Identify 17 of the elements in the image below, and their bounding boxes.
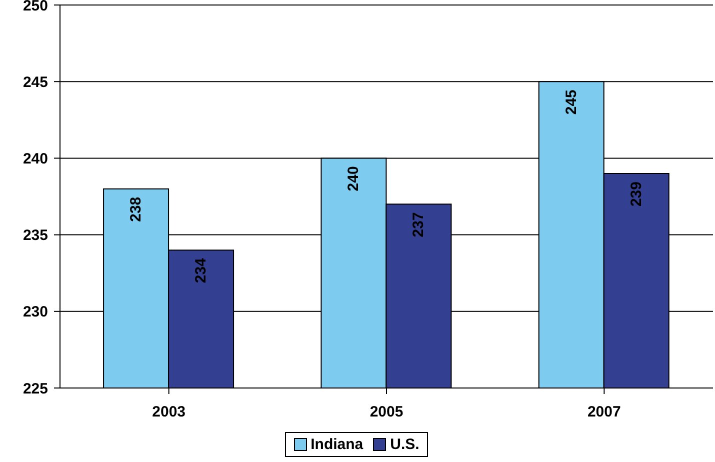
legend-label: U.S. [389, 436, 420, 453]
x-tick-label: 2005 [370, 404, 404, 421]
data-label: 237 [410, 212, 428, 238]
y-tick-label: 250 [22, 0, 48, 14]
data-label: 238 [128, 196, 145, 222]
x-tick-label: 2003 [152, 404, 186, 421]
y-tick-label: 225 [22, 380, 48, 398]
y-tick-label: 245 [22, 74, 48, 91]
y-tick-label: 240 [22, 150, 48, 168]
data-label: 234 [192, 257, 210, 284]
legend-label: Indiana [310, 436, 364, 453]
y-tick-label: 235 [22, 227, 48, 244]
data-label: 245 [562, 90, 580, 115]
y-tick-label: 230 [22, 304, 48, 321]
data-label: 240 [345, 166, 362, 192]
data-label: 239 [628, 182, 645, 207]
x-tick-label: 2007 [587, 404, 621, 421]
